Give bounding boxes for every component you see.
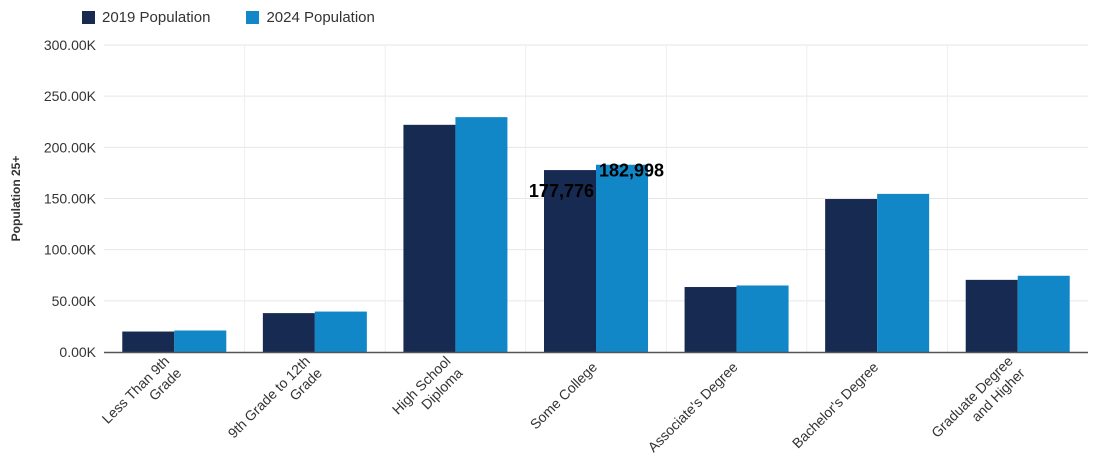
y-tick-label: 150.00K	[44, 191, 97, 207]
x-tick-label: Less Than 9thGrade	[99, 353, 185, 439]
x-tick-label: Graduate Degreeand Higher	[928, 353, 1028, 453]
y-tick-label: 200.00K	[44, 139, 97, 155]
legend-label-2019: 2019 Population	[102, 9, 211, 26]
legend-item-2019[interactable]: 2019 Population	[82, 9, 210, 26]
y-tick-label: 50.00K	[52, 293, 97, 309]
bar[interactable]	[825, 199, 878, 352]
bar[interactable]	[262, 313, 315, 352]
y-tick-label: 0.00K	[59, 344, 96, 360]
x-tick-label: Some College	[527, 359, 601, 433]
x-tick-label: Associate's Degree	[644, 359, 740, 455]
x-tick-label: High SchoolDiploma	[389, 353, 466, 430]
bar[interactable]	[684, 287, 737, 352]
data-label: 182,998	[599, 161, 664, 181]
y-tick-label: 250.00K	[44, 88, 97, 104]
bar[interactable]	[1017, 275, 1070, 352]
bar[interactable]	[174, 330, 227, 352]
bar[interactable]	[965, 279, 1018, 352]
legend: 2019 Population 2024 Population	[82, 9, 375, 26]
y-axis-title: Population 25+	[9, 156, 23, 242]
bar[interactable]	[122, 331, 175, 352]
bar[interactable]	[544, 170, 596, 352]
bar[interactable]	[596, 164, 648, 352]
x-tick-label: 9th Grade to 12thGrade	[225, 353, 326, 454]
legend-swatch-2019	[82, 11, 95, 24]
bar[interactable]	[403, 124, 456, 352]
bar[interactable]	[877, 193, 930, 352]
legend-item-2024[interactable]: 2024 Population	[246, 9, 375, 26]
bar[interactable]	[736, 285, 789, 352]
legend-label-2024: 2024 Population	[266, 9, 375, 26]
y-tick-label: 100.00K	[44, 242, 97, 258]
y-tick-label: 300.00K	[44, 37, 97, 53]
legend-swatch-2024	[246, 11, 260, 24]
x-tick-label: Bachelor's Degree	[789, 359, 882, 452]
data-label: 177,776	[529, 181, 594, 201]
bar[interactable]	[314, 311, 367, 352]
bar[interactable]	[455, 117, 508, 353]
